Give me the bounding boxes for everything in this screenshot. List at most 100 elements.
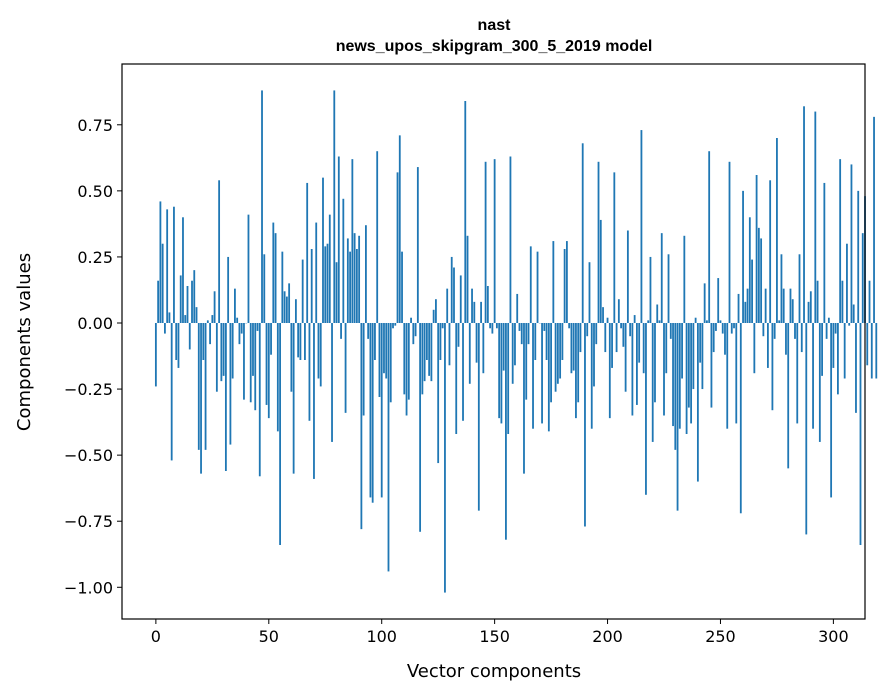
- bar: [297, 323, 300, 358]
- bar: [326, 243, 329, 323]
- bar: [590, 323, 593, 429]
- bar: [206, 320, 209, 323]
- bar: [726, 323, 729, 429]
- bar: [398, 135, 401, 323]
- bar: [753, 323, 756, 374]
- bar: [782, 288, 785, 323]
- bar: [814, 111, 817, 323]
- bar: [258, 323, 261, 477]
- bar: [660, 233, 663, 323]
- bar: [229, 323, 232, 445]
- bar: [572, 323, 575, 371]
- bar: [414, 323, 417, 337]
- bar: [274, 233, 277, 323]
- bar: [419, 323, 422, 532]
- chart-subtitle: news_upos_skipgram_300_5_2019 model: [336, 38, 653, 55]
- bar: [283, 291, 286, 323]
- bar: [166, 209, 169, 323]
- bar: [633, 315, 636, 323]
- bar: [358, 235, 361, 323]
- bar: [606, 317, 609, 323]
- bar: [870, 323, 873, 379]
- bar: [170, 323, 173, 461]
- bar: [857, 190, 860, 323]
- bar: [545, 323, 548, 360]
- bar: [511, 323, 514, 384]
- bar: [195, 307, 198, 323]
- bar: [211, 315, 214, 323]
- bar: [645, 323, 647, 495]
- bar: [755, 175, 758, 323]
- bar: [416, 167, 419, 323]
- bar: [444, 323, 446, 593]
- bar: [769, 180, 772, 323]
- bar: [222, 323, 225, 376]
- bar: [324, 246, 327, 323]
- bar: [310, 249, 313, 323]
- bar: [301, 259, 304, 323]
- bar: [446, 288, 449, 323]
- bar: [518, 323, 521, 331]
- bar: [744, 301, 747, 323]
- bar: [505, 323, 507, 540]
- bar: [385, 323, 388, 379]
- y-tick-label: −0.25: [64, 380, 113, 399]
- bar: [288, 283, 291, 323]
- bar: [333, 90, 336, 324]
- bar: [396, 172, 399, 323]
- bar: [489, 323, 492, 329]
- bar: [597, 161, 600, 323]
- bar: [480, 301, 482, 323]
- bar: [482, 323, 485, 374]
- bar: [308, 323, 311, 421]
- bar: [213, 291, 216, 323]
- bar: [577, 323, 580, 403]
- bar: [215, 323, 218, 392]
- bar: [789, 288, 792, 323]
- bar: [737, 293, 740, 323]
- bar: [457, 323, 460, 347]
- bar: [640, 130, 643, 323]
- bar: [477, 323, 480, 511]
- bar: [484, 161, 487, 323]
- bar: [184, 315, 187, 323]
- bar: [188, 323, 191, 350]
- bar: [200, 323, 202, 474]
- bar: [365, 225, 367, 323]
- bar: [380, 323, 383, 498]
- y-tick-label: 0.00: [77, 314, 113, 333]
- bar: [868, 280, 871, 323]
- bar: [306, 182, 309, 323]
- bar: [721, 323, 724, 334]
- bar: [832, 323, 835, 368]
- bar: [401, 251, 403, 323]
- bar: [773, 323, 776, 339]
- bar: [757, 227, 760, 323]
- bar: [547, 323, 550, 432]
- bar: [676, 323, 679, 511]
- bar: [261, 90, 263, 324]
- bar: [371, 323, 374, 503]
- bar: [690, 323, 693, 424]
- bar: [376, 151, 379, 323]
- bar: [224, 323, 227, 471]
- bar: [344, 323, 347, 413]
- bar: [703, 283, 706, 323]
- bar: [191, 280, 193, 323]
- bar: [238, 323, 241, 345]
- bar: [807, 301, 810, 323]
- bar: [285, 296, 288, 323]
- bar: [159, 201, 162, 323]
- bar: [834, 323, 837, 334]
- bar: [656, 304, 659, 323]
- bar: [629, 323, 632, 337]
- bar: [435, 299, 437, 323]
- bar: [520, 323, 523, 345]
- bar: [728, 161, 731, 323]
- bar: [798, 254, 801, 323]
- bar: [532, 323, 534, 429]
- bar: [575, 323, 577, 419]
- bar: [276, 323, 279, 432]
- bar: [875, 323, 878, 379]
- bar: [855, 323, 857, 413]
